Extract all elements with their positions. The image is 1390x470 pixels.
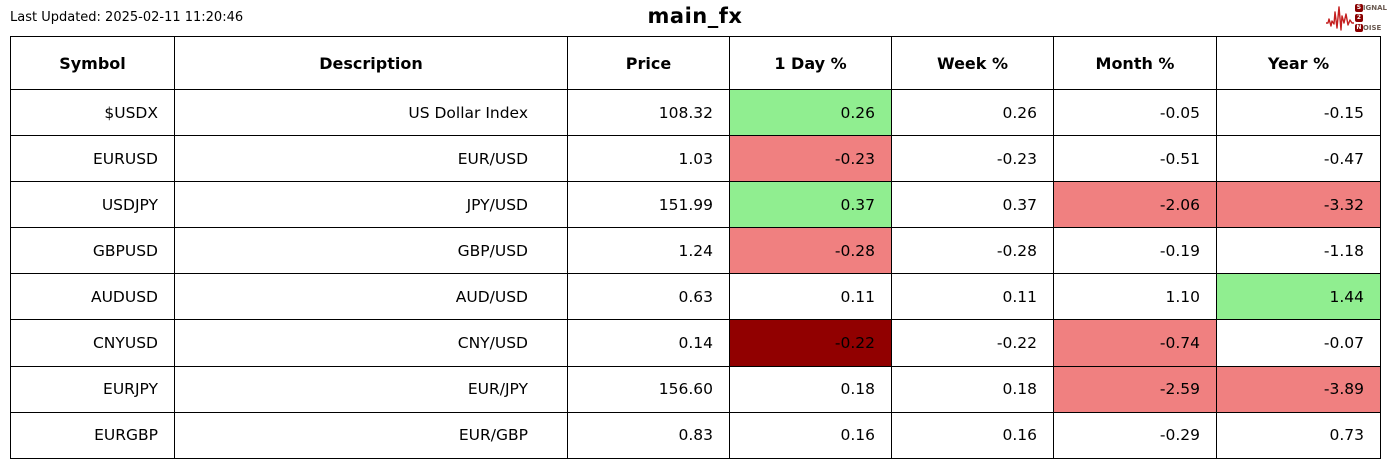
table-cell: 1.24 bbox=[567, 227, 730, 275]
table-cell: 0.16 bbox=[729, 411, 892, 459]
table-cell: EURJPY bbox=[10, 365, 175, 413]
table-cell: -0.28 bbox=[891, 227, 1054, 275]
header-row: Symbol Description Price 1 Day % Week % Month… bbox=[10, 36, 1381, 90]
table-cell: -3.32 bbox=[1216, 181, 1381, 229]
table-cell: 1.10 bbox=[1053, 273, 1217, 321]
table-cell: CNYUSD bbox=[10, 319, 175, 367]
table-cell: 0.37 bbox=[891, 181, 1054, 229]
fx-table: Symbol Description Price 1 Day % Week % Month… bbox=[10, 36, 1381, 459]
signal2noise-logo: S IGNAL 2 N OISE bbox=[1325, 2, 1387, 34]
table-cell: -0.47 bbox=[1216, 135, 1381, 183]
logo-badge-2: 2 bbox=[1354, 14, 1363, 22]
table-cell: -0.51 bbox=[1053, 135, 1217, 183]
table-cell: 0.37 bbox=[729, 181, 892, 229]
table-cell: -0.22 bbox=[891, 319, 1054, 367]
table-cell: 0.11 bbox=[729, 273, 892, 321]
column-header-price: Price bbox=[567, 36, 730, 90]
table-cell: -0.15 bbox=[1216, 88, 1381, 137]
table-row: EURUSD EUR/USD 1.03 -0.23 -0.23 -0.51 -0.47 bbox=[10, 135, 1381, 183]
table-cell: 0.63 bbox=[567, 273, 730, 321]
column-header-symbol: Symbol bbox=[10, 36, 175, 90]
table-cell: 0.83 bbox=[567, 411, 730, 459]
table-cell: $USDX bbox=[10, 88, 175, 137]
column-header-1-day-: 1 Day % bbox=[729, 36, 892, 90]
table-row: AUDUSD AUD/USD 0.63 0.11 0.11 1.10 1.44 bbox=[10, 273, 1381, 321]
table-cell: 0.18 bbox=[891, 365, 1054, 413]
page-title: main_fx bbox=[647, 4, 743, 28]
table-row: USDJPY JPY/USD 151.99 0.37 0.37 -2.06 -3.32 bbox=[10, 181, 1381, 229]
table-cell: US Dollar Index bbox=[174, 88, 568, 137]
table-cell: EUR/USD bbox=[174, 135, 568, 183]
table-row: CNYUSD CNY/USD 0.14 -0.22 -0.22 -0.74 -0.07 bbox=[10, 319, 1381, 367]
top-bar: Last Updated: 2025-02-11 11:20:46 main_f… bbox=[0, 0, 1390, 36]
table-cell: 1.03 bbox=[567, 135, 730, 183]
table-cell: EUR/JPY bbox=[174, 365, 568, 413]
fx-table-header: Symbol Description Price 1 Day % Week % Month… bbox=[10, 36, 1381, 90]
table-cell: 0.11 bbox=[891, 273, 1054, 321]
table-cell: -0.74 bbox=[1053, 319, 1217, 367]
table-cell: 0.26 bbox=[891, 88, 1054, 137]
table-cell: GBP/USD bbox=[174, 227, 568, 275]
table-row: GBPUSD GBP/USD 1.24 -0.28 -0.28 -0.19 -1.18 bbox=[10, 227, 1381, 275]
table-cell: CNY/USD bbox=[174, 319, 568, 367]
logo-badge-s: S bbox=[1354, 4, 1363, 12]
table-cell: 156.60 bbox=[567, 365, 730, 413]
table-cell: 108.32 bbox=[567, 88, 730, 137]
table-cell: -1.18 bbox=[1216, 227, 1381, 275]
table-cell: 0.14 bbox=[567, 319, 730, 367]
table-cell: -0.29 bbox=[1053, 411, 1217, 459]
fx-table-body: $USDX US Dollar Index 108.32 0.26 0.26 -0.05-… bbox=[10, 88, 1381, 459]
table-cell: EURUSD bbox=[10, 135, 175, 183]
waveform-icon bbox=[1325, 2, 1354, 34]
table-cell: AUDUSD bbox=[10, 273, 175, 321]
table-row: EURGBP EUR/GBP 0.83 0.16 0.16 -0.29 0.73 bbox=[10, 411, 1381, 459]
table-cell: 0.18 bbox=[729, 365, 892, 413]
table-cell: -0.22 bbox=[729, 319, 892, 367]
table-cell: 0.26 bbox=[729, 88, 892, 137]
table-cell: -0.23 bbox=[729, 135, 892, 183]
table-cell: EURGBP bbox=[10, 411, 175, 459]
table-cell: EUR/GBP bbox=[174, 411, 568, 459]
table-cell: -0.28 bbox=[729, 227, 892, 275]
column-header-week-: Week % bbox=[891, 36, 1054, 90]
column-header-year-: Year % bbox=[1216, 36, 1381, 90]
table-cell: -0.05 bbox=[1053, 88, 1217, 137]
table-cell: 151.99 bbox=[567, 181, 730, 229]
table-row: $USDX US Dollar Index 108.32 0.26 0.26 -0.05-… bbox=[10, 88, 1381, 137]
table-cell: -2.06 bbox=[1053, 181, 1217, 229]
table-cell: -0.19 bbox=[1053, 227, 1217, 275]
table-cell: USDJPY bbox=[10, 181, 175, 229]
table-row: EURJPY EUR/JPY 156.60 0.18 0.18 -2.59 -3.89 bbox=[10, 365, 1381, 413]
logo-text: S IGNAL 2 N OISE bbox=[1354, 4, 1387, 33]
logo-badge-n: N bbox=[1354, 24, 1363, 32]
column-header-description: Description bbox=[174, 36, 568, 90]
table-cell: -3.89 bbox=[1216, 365, 1381, 413]
table-cell: JPY/USD bbox=[174, 181, 568, 229]
table-cell: -2.59 bbox=[1053, 365, 1217, 413]
table-cell: 0.73 bbox=[1216, 411, 1381, 459]
logo-text-signal: IGNAL bbox=[1362, 4, 1387, 12]
table-cell: -0.23 bbox=[891, 135, 1054, 183]
logo-text-noise: OISE bbox=[1362, 24, 1382, 32]
table-cell: GBPUSD bbox=[10, 227, 175, 275]
table-cell: -0.07 bbox=[1216, 319, 1381, 367]
column-header-month-: Month % bbox=[1053, 36, 1217, 90]
last-updated-label: Last Updated: 2025-02-11 11:20:46 bbox=[10, 10, 244, 25]
table-cell: 1.44 bbox=[1216, 273, 1381, 321]
table-cell: 0.16 bbox=[891, 411, 1054, 459]
table-cell: AUD/USD bbox=[174, 273, 568, 321]
